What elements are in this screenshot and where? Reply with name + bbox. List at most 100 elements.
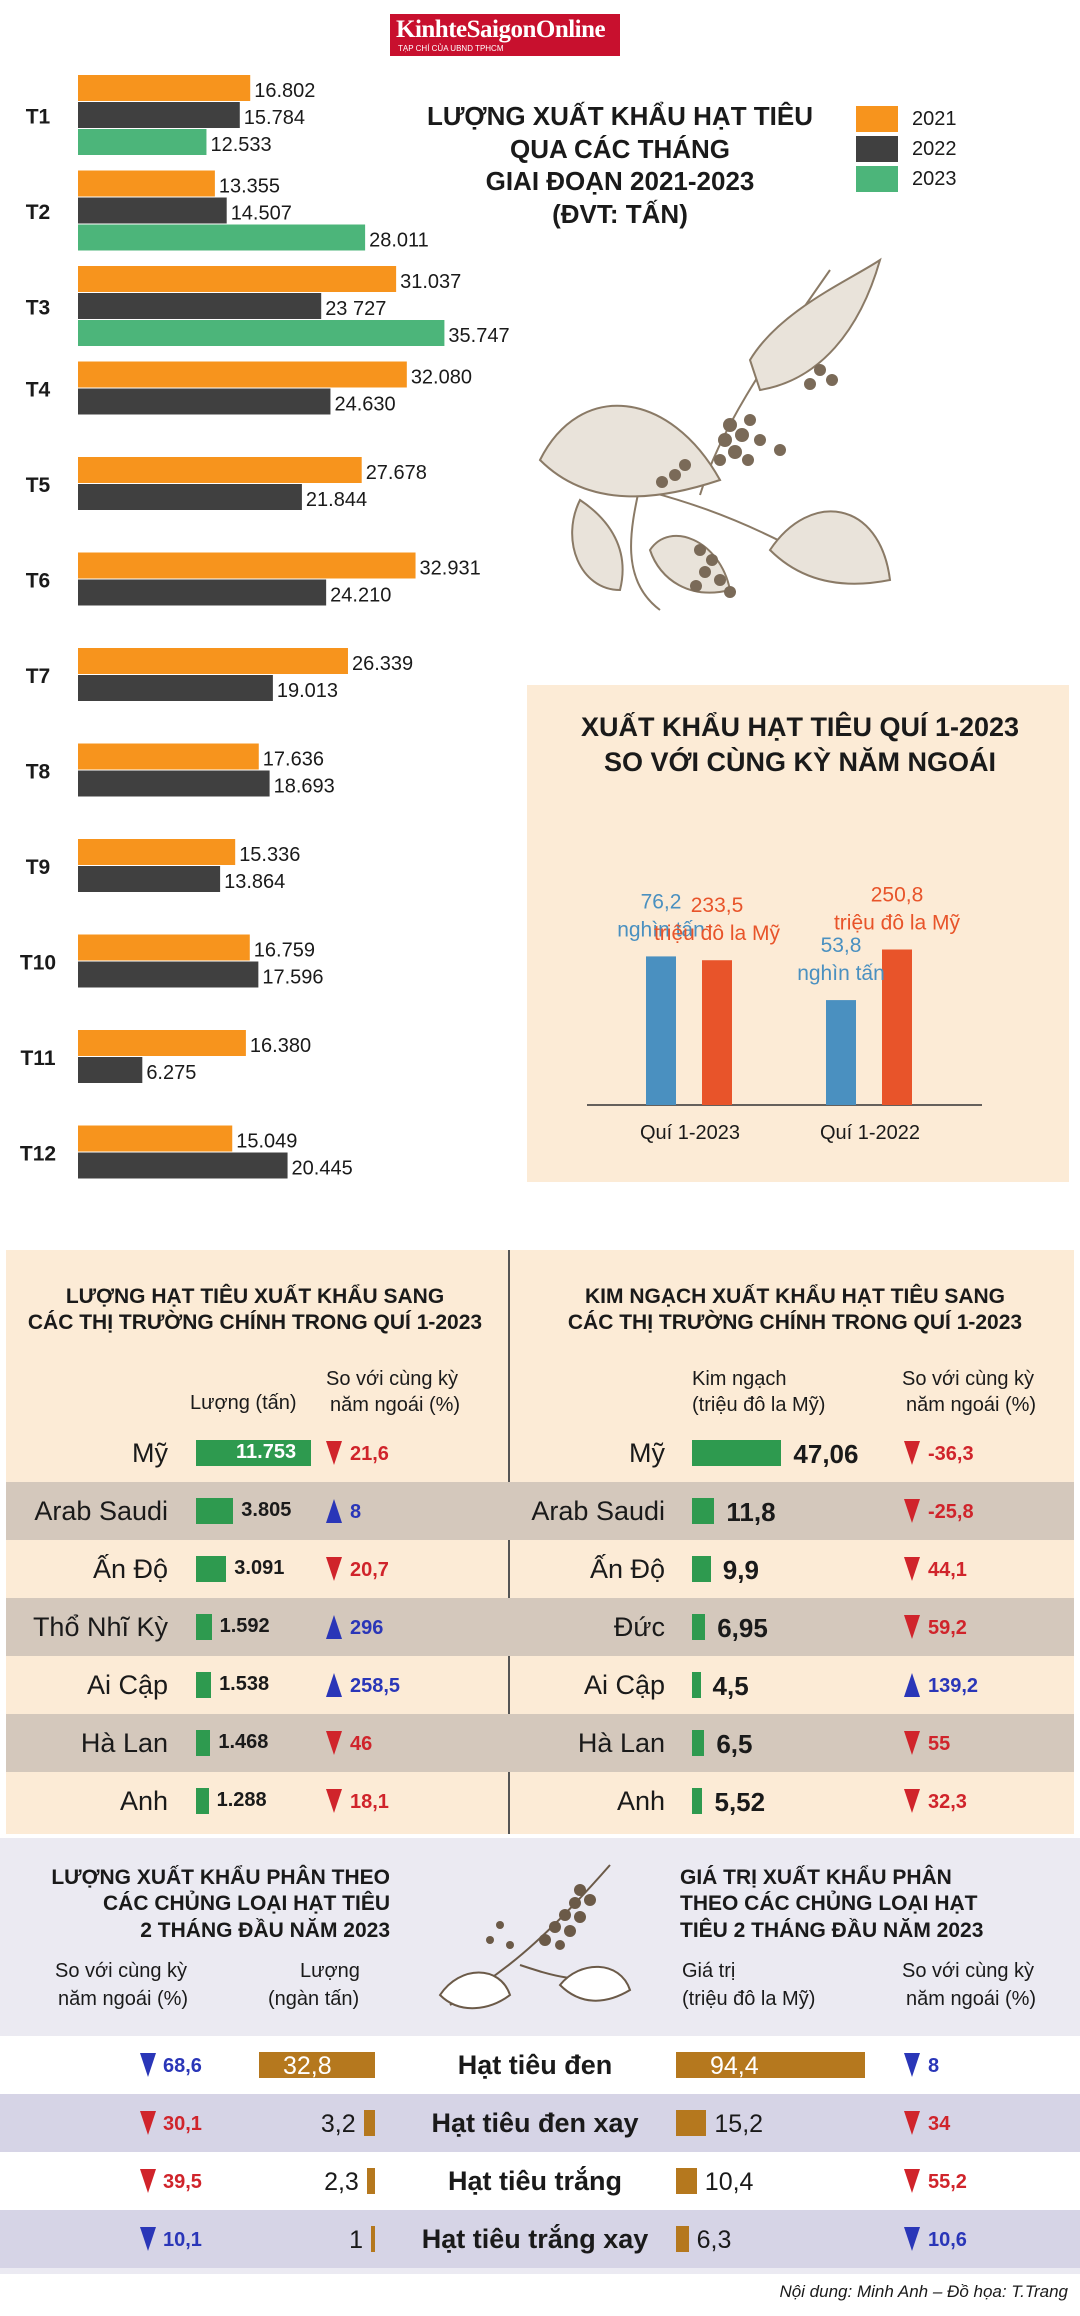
value-bar-label: 6,3 (696, 2226, 732, 2254)
volume-bar (196, 1498, 234, 1524)
quarter-category-label: Quí 1-2023 (640, 1122, 740, 1144)
monthly-title-line: (ĐVT: TẤN) (552, 198, 688, 229)
market-name: Anh (119, 1786, 168, 1816)
volume-change-label: 39,5 (163, 2171, 202, 2193)
value-bar (676, 2110, 707, 2136)
types-col-val-change-2: năm ngoái (%) (906, 1988, 1037, 2010)
arrow-down-icon (904, 2227, 920, 2251)
pepper-type-name: Hạt tiêu trắng xay (421, 2224, 649, 2254)
market-name: Mỹ (132, 1438, 168, 1468)
bar-value-label: 27.678 (366, 462, 427, 484)
bar-volume (646, 956, 676, 1105)
quarter-category-label: Quí 1-2022 (820, 1122, 920, 1144)
bar-2021 (78, 839, 236, 865)
types-volume-title-line: 2 THÁNG ĐẦU NĂM 2023 (140, 1918, 390, 1942)
monthly-title-line: GIAI ĐOẠN 2021-2023 (485, 166, 755, 196)
quarter-chart-panel (527, 685, 1069, 1182)
month-label: T6 (26, 570, 51, 593)
market-name: Ai Cập (583, 1670, 665, 1700)
arrow-up-icon (326, 1499, 342, 1523)
value-bar (676, 2226, 689, 2252)
bar-value-label: 16.802 (254, 80, 315, 102)
arrow-down-icon (140, 2227, 156, 2251)
masthead-subtitle: TẠP CHÍ CỦA UBND TPHCM (398, 44, 504, 53)
bar-2022 (78, 484, 302, 510)
volume-change-label: 18,1 (350, 1791, 389, 1813)
markets-volume-title-line: LƯỢNG HẠT TIÊU XUẤT KHẨU SANG (65, 1285, 445, 1308)
value-bar-label: 94,4 (710, 2052, 759, 2080)
bar-2022 (78, 579, 327, 606)
bar-2021 (78, 934, 250, 961)
volume-bar (196, 1788, 209, 1814)
market-name: Mỹ (629, 1438, 665, 1468)
month-label: T8 (26, 761, 51, 784)
volume-bar-label: 1.538 (219, 1673, 270, 1695)
arrow-up-icon (326, 1615, 342, 1639)
value-bar-label: 11,8 (726, 1497, 776, 1527)
bar-value-label: 32.931 (420, 558, 481, 580)
markets-volume-title: LƯỢNG HẠT TIÊU XUẤT KHẨU SANG CÁC THỊ TR… (10, 1284, 500, 1337)
volume-change-label: 10,1 (163, 2229, 202, 2251)
month-label: T3 (26, 297, 51, 320)
volume-unit-label: nghìn tấn (617, 918, 705, 941)
types-value-title-line: THEO CÁC CHỦNG LOẠI HẠT (680, 1892, 978, 1916)
value-bar (692, 1614, 706, 1640)
value-change-label: 8 (928, 2055, 940, 2077)
quarter-title-line: SO VỚI CÙNG KỲ NĂM NGOÁI (603, 747, 997, 778)
value-change-label: 32,3 (928, 1791, 967, 1813)
volume-bar (196, 1672, 212, 1698)
bar-value-label: 35.747 (448, 325, 509, 347)
market-name: Anh (616, 1786, 665, 1816)
types-col-val-change-1: So với cùng kỳ (902, 1960, 1035, 1982)
month-label: T1 (26, 106, 51, 129)
arrow-down-icon (904, 2169, 920, 2193)
month-label: T11 (20, 1047, 55, 1070)
market-name: Hà Lan (80, 1728, 168, 1758)
value-change-label: 55 (928, 1733, 951, 1755)
arrow-down-icon (140, 2111, 156, 2135)
bar-value-label: 21.844 (306, 489, 367, 511)
volume-change-label: 46 (350, 1733, 373, 1755)
bar-value-label: 14.507 (231, 203, 292, 225)
types-value-title-line: TIÊU 2 THÁNG ĐẦU NĂM 2023 (680, 1918, 984, 1942)
types-volume-title-line: CÁC CHỦNG LOẠI HẠT TIÊU (103, 1892, 390, 1916)
arrow-down-icon (140, 2053, 156, 2077)
pepper-type-name: Hạt tiêu đen xay (431, 2108, 639, 2138)
bar-2022 (78, 102, 240, 128)
volume-change-label: 21,6 (350, 1443, 389, 1465)
monthly-title-line: QUA CÁC THÁNG (509, 133, 731, 164)
value-bar-label: 4,5 (712, 1671, 749, 1701)
legend-label: 2022 (912, 138, 957, 160)
month-label: T4 (26, 379, 51, 402)
value-bar (692, 1730, 705, 1756)
volume-bar (258, 2052, 375, 2078)
value-change-label: -25,8 (928, 1501, 974, 1523)
markets-value-col-value-2: (triệu đô la Mỹ) (692, 1394, 826, 1416)
pepper-type-name: Hạt tiêu đen (457, 2050, 613, 2080)
markets-value-col-change-1: So với cùng kỳ (902, 1368, 1035, 1390)
arrow-down-icon (904, 1789, 920, 1813)
bar-value-label: 26.339 (352, 653, 413, 675)
value-bar-label: 47,06 (793, 1439, 859, 1469)
value-unit-label: triệu đô la Mỹ (654, 922, 781, 945)
type-row-bg (0, 2210, 1080, 2268)
legend-label: 2021 (912, 108, 957, 130)
bar-value-label: 20.445 (292, 1158, 353, 1180)
volume-bar (196, 1730, 211, 1756)
month-label: T9 (26, 856, 51, 879)
value-bar (676, 2052, 865, 2078)
volume-bar (196, 1556, 227, 1582)
value-bar-label: 6,95 (717, 1613, 768, 1643)
volume-bar-label: 11.753 (236, 1441, 297, 1463)
volume-bar-label: 3,2 (320, 2110, 356, 2138)
bar-value-label: 19.013 (277, 680, 338, 702)
types-volume-title-line: LƯỢNG XUẤT KHẨU PHÂN THEO (51, 1866, 390, 1889)
types-col-val-2: (triệu đô la Mỹ) (682, 1988, 816, 2010)
bar-2022 (78, 961, 259, 988)
volume-unit-label: nghìn tấn (797, 962, 885, 985)
monthly-title-line: LƯỢNG XUẤT KHẨU HẠT TIÊU (426, 101, 814, 131)
value-bar (692, 1672, 701, 1698)
bar-2022 (78, 675, 273, 701)
markets-volume-col-change-1: So với cùng kỳ (326, 1368, 459, 1390)
bar-value-label: 24.630 (334, 394, 395, 416)
